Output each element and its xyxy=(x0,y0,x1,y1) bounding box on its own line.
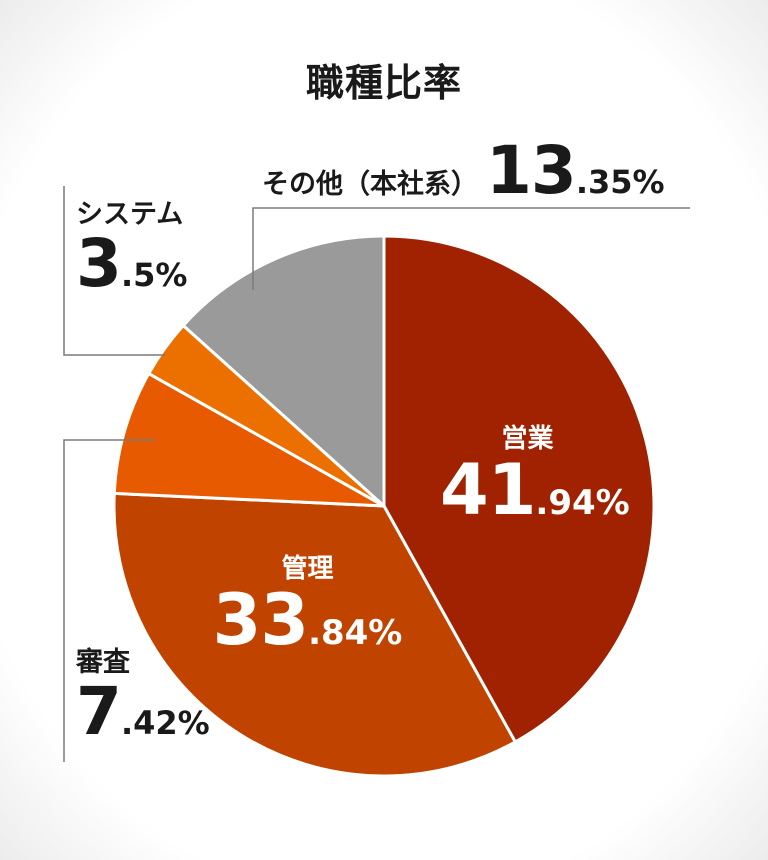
slice-decimal-other: .35% xyxy=(575,163,665,201)
slice-label-shinsa: 審査 7.42% xyxy=(76,640,210,745)
leader-line-other xyxy=(252,207,690,290)
slice-value-other: 13 xyxy=(486,132,577,209)
pie-slice-other xyxy=(181,234,386,508)
slice-name-kanri: 管理 xyxy=(281,554,334,584)
slice-name-shinsa: 審査 xyxy=(76,647,130,678)
pie-slice-shinsa xyxy=(112,372,386,508)
slice-name-system: システム xyxy=(76,199,184,230)
slice-name-other: その他（本社系） xyxy=(262,169,478,200)
slice-label-system: システム 3.5% xyxy=(76,192,187,297)
slice-value-kanri: 33 xyxy=(212,579,309,661)
slice-decimal-eigyo: .94% xyxy=(535,483,630,523)
pie-slice-kanri xyxy=(112,491,517,778)
slice-value-shinsa: 7 xyxy=(76,673,122,750)
chart-title: 職種比率 xyxy=(305,61,462,105)
slice-value-eigyo: 41 xyxy=(440,449,536,531)
slice-label-kanri: 管理 33.84% xyxy=(205,548,410,655)
slice-name-eigyo: 営業 xyxy=(501,424,554,454)
leader-line-system xyxy=(63,186,165,356)
slice-label-eigyo: 営業 41.94% xyxy=(440,418,630,525)
slice-decimal-system: .5% xyxy=(120,256,188,294)
leader-line-shinsa xyxy=(63,439,155,762)
slice-decimal-shinsa: .42% xyxy=(120,704,210,742)
slice-decimal-kanri: .84% xyxy=(308,613,403,653)
slice-value-system: 3 xyxy=(76,225,122,302)
pie-slice-eigyo xyxy=(382,234,656,744)
slice-label-other: その他（本社系） 13.35% xyxy=(262,138,665,204)
